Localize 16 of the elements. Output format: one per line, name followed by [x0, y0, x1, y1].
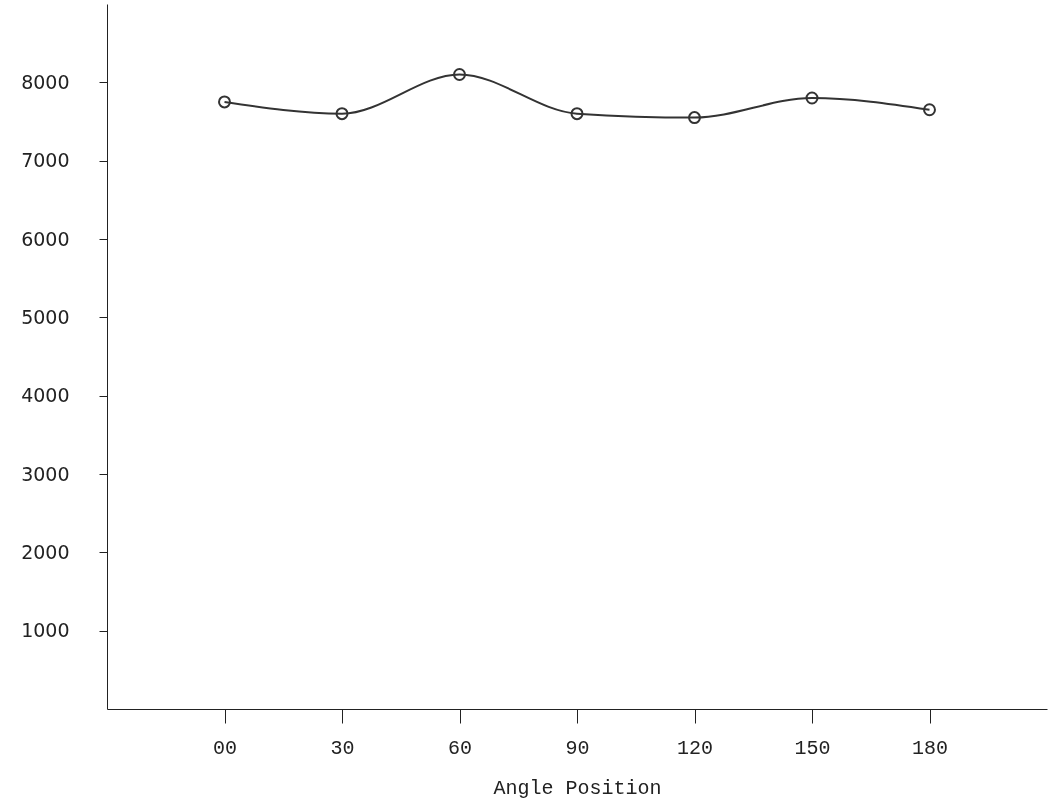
x-tick-label: 90: [565, 736, 590, 760]
y-tick-label: 2000: [21, 540, 70, 563]
y-tick-label: 6000: [21, 227, 70, 250]
x-tick-label: 150: [794, 736, 831, 760]
y-tick-label: 3000: [21, 462, 70, 485]
y-tick-label: 1000: [21, 619, 70, 642]
x-tick-label: 120: [676, 736, 714, 760]
y-tick-label: 7000: [21, 149, 70, 172]
x-tick-label: 60: [447, 736, 473, 760]
y-tick-label: 4000: [21, 384, 70, 407]
y-tick-label: 8000: [21, 70, 70, 93]
x-tick-label: 30: [330, 736, 355, 760]
x-tick-label: 180: [911, 736, 949, 760]
y-tick-label: 5000: [21, 305, 70, 328]
x-axis-title: Angle Position: [493, 776, 662, 800]
x-tick-label: 00: [212, 736, 238, 760]
